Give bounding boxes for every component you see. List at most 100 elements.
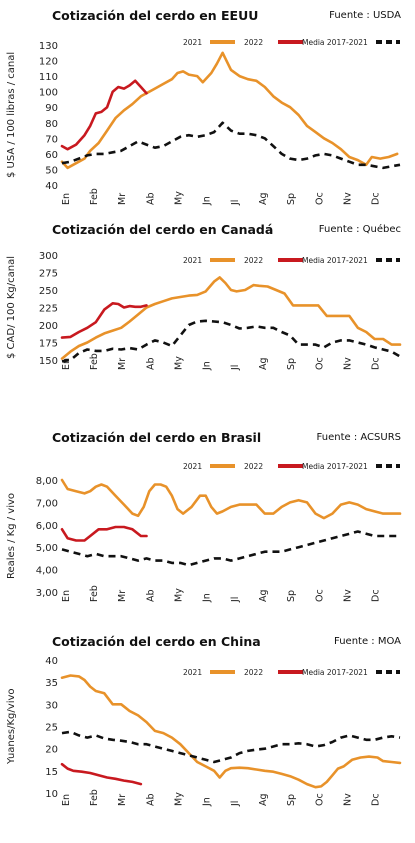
x-tick-label: Ag <box>258 357 269 370</box>
x-tick-label: En <box>61 193 72 205</box>
y-tick-label: 120 <box>39 57 58 68</box>
y-tick-label: 6,00 <box>36 521 58 532</box>
y-tick-label: 50 <box>45 165 58 176</box>
legend-label: 2022 <box>244 462 263 471</box>
x-tick-label: Oc <box>314 793 325 806</box>
x-tick-label: Jl <box>230 365 241 371</box>
x-tick-label: Mr <box>117 358 128 370</box>
y-tick-label: 70 <box>45 134 58 145</box>
x-tick-label: Jn <box>202 593 213 603</box>
x-tick-label: Nv <box>342 589 353 602</box>
x-tick-label: Ab <box>145 357 156 370</box>
x-tick-label: Dc <box>371 589 382 602</box>
x-tick-label: Feb <box>89 188 100 205</box>
y-tick-label: 200 <box>39 321 58 332</box>
legend-label: 2021 <box>183 38 202 47</box>
legend-label: Media 2017-2021 <box>302 462 368 471</box>
y-tick-label: 30 <box>45 700 58 711</box>
x-tick-label: Oc <box>314 357 325 370</box>
x-tick-label: Mr <box>117 794 128 806</box>
x-tick-label: Feb <box>89 585 100 602</box>
y-tick-label: 15 <box>45 767 58 778</box>
x-tick-label: Jn <box>202 797 213 807</box>
series-line-2021 <box>60 276 402 360</box>
series-line-media <box>61 121 401 170</box>
y-tick-label: 300 <box>39 251 58 262</box>
x-tick-label: My <box>173 792 184 806</box>
x-tick-label: My <box>173 356 184 370</box>
x-tick-label: Ab <box>145 793 156 806</box>
legend-label: Media 2017-2021 <box>302 38 368 47</box>
x-tick-label: En <box>61 590 72 602</box>
x-tick-label: Feb <box>89 353 100 370</box>
y-tick-label: 110 <box>39 72 58 83</box>
x-tick-label: Nv <box>342 192 353 205</box>
x-tick-label: My <box>173 588 184 602</box>
x-tick-label: Feb <box>89 789 100 806</box>
series-line-media <box>61 319 401 363</box>
y-tick-label: 90 <box>45 103 58 114</box>
x-tick-label: Dc <box>371 192 382 205</box>
legend-label: 2022 <box>244 256 263 265</box>
chart-source: Fuente : ACSURS <box>316 432 401 443</box>
x-tick-label: Ag <box>258 192 269 205</box>
x-tick-label: Jl <box>230 597 241 603</box>
x-tick-label: Oc <box>314 192 325 205</box>
y-tick-label: 80 <box>45 119 58 130</box>
x-tick-label: Nv <box>342 357 353 370</box>
x-tick-label: Oc <box>314 589 325 602</box>
y-tick-label: 5,00 <box>36 543 58 554</box>
legend-label: Media 2017-2021 <box>302 256 368 265</box>
x-tick-label: Jl <box>230 200 241 206</box>
legend-label: 2022 <box>244 668 263 677</box>
series-line-2022 <box>60 301 148 339</box>
series-line-2021 <box>60 674 402 789</box>
x-tick-label: My <box>173 191 184 205</box>
y-tick-label: 40 <box>45 656 58 667</box>
legend-label: 2022 <box>244 38 263 47</box>
x-tick-label: Ag <box>258 793 269 806</box>
x-tick-label: Sp <box>286 358 297 370</box>
series-line-2022 <box>60 525 148 542</box>
chart-title: Cotización del cerdo en EEUU <box>52 8 259 23</box>
x-tick-label: En <box>61 358 72 370</box>
y-tick-label: 10 <box>45 789 58 800</box>
y-tick-label: 3,00 <box>36 588 58 599</box>
y-tick-label: 175 <box>39 339 58 350</box>
y-tick-label: 225 <box>39 304 58 315</box>
chart-title: Cotización del cerdo en Canadá <box>52 222 274 237</box>
x-tick-label: Mr <box>117 590 128 602</box>
chart-source: Fuente : MOA <box>334 636 401 647</box>
legend-label: 2021 <box>183 462 202 471</box>
x-tick-label: En <box>61 794 72 806</box>
chart-source: Fuente : Québec <box>318 224 401 235</box>
x-tick-label: Mr <box>117 193 128 205</box>
x-tick-label: Dc <box>371 357 382 370</box>
y-tick-label: 60 <box>45 150 58 161</box>
chart-title: Cotización del cerdo en Brasil <box>52 430 262 445</box>
chart-title: Cotización del cerdo en China <box>52 634 261 649</box>
x-tick-label: Ab <box>145 192 156 205</box>
series-line-2022 <box>60 79 148 151</box>
y-tick-label: 275 <box>39 269 58 280</box>
y-tick-label: 25 <box>45 723 58 734</box>
x-tick-label: Jn <box>202 361 213 371</box>
series-line-media <box>61 730 401 764</box>
y-tick-label: 7,00 <box>36 498 58 509</box>
x-tick-label: Sp <box>286 193 297 205</box>
y-tick-label: 100 <box>39 88 58 99</box>
legend-label: 2021 <box>183 256 202 265</box>
x-tick-label: Jn <box>202 196 213 206</box>
y-tick-label: 40 <box>45 181 58 192</box>
x-tick-label: Ag <box>258 589 269 602</box>
x-tick-label: Jl <box>230 801 241 807</box>
legend-label: Media 2017-2021 <box>302 668 368 677</box>
series-line-2021 <box>60 51 399 170</box>
y-tick-label: 35 <box>45 678 58 689</box>
x-tick-label: Dc <box>371 793 382 806</box>
